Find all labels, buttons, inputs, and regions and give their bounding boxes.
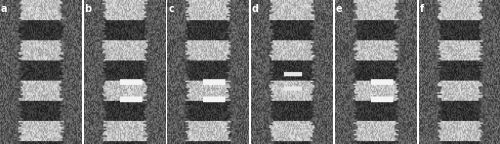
Text: e: e <box>336 4 342 14</box>
Text: f: f <box>420 4 424 14</box>
Text: a: a <box>1 4 8 14</box>
Text: c: c <box>168 4 174 14</box>
Text: d: d <box>252 4 259 14</box>
Text: b: b <box>84 4 91 14</box>
